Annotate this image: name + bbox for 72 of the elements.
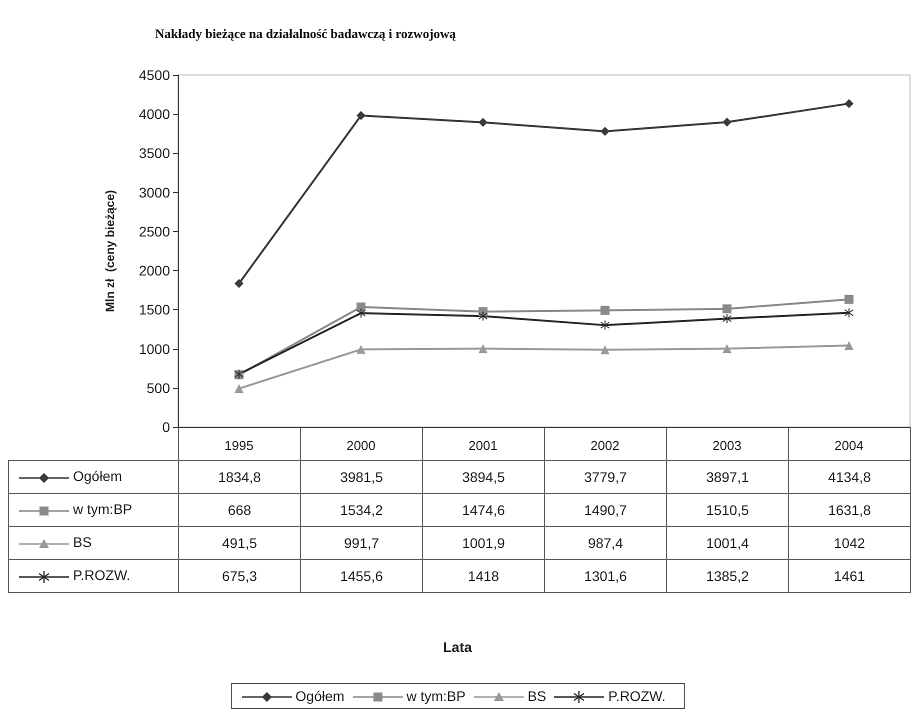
- chart-title: Nakłady bieżące na działalność badawczą i rozwojową: [155, 26, 456, 41]
- x-tick-label: 2002: [590, 438, 620, 453]
- data-label: 1474,6: [422, 493, 544, 526]
- y-tick-label: 3500: [138, 145, 170, 162]
- data-label: 675,3: [178, 559, 300, 592]
- legend-label: w tym:BP: [8, 493, 178, 526]
- point: [478, 118, 488, 127]
- x-tick-label: 2000: [346, 438, 376, 453]
- point: [478, 344, 488, 354]
- x-tick-label: 2004: [834, 438, 864, 453]
- data-label: 668: [178, 493, 300, 526]
- point: [722, 304, 732, 314]
- x-tick-label: 2003: [712, 438, 742, 453]
- legend-label: BS: [8, 526, 178, 559]
- point: [478, 312, 488, 321]
- y-tick-label: 1000: [138, 340, 170, 357]
- data-label: 991,7: [300, 526, 422, 559]
- y-tick-label: 3000: [138, 184, 170, 200]
- point: [234, 384, 244, 394]
- y-tick-label: 500: [146, 380, 170, 396]
- data-label: 1490,7: [544, 493, 666, 526]
- point: [356, 302, 366, 312]
- data-label: 1631,8: [788, 493, 910, 526]
- point: [844, 99, 854, 108]
- text: Ogółem: [295, 688, 344, 704]
- y-tick-label: 4500: [138, 67, 170, 83]
- text: P.ROZW.: [608, 688, 666, 704]
- data-label: 491,5: [178, 526, 300, 559]
- data-label: 1042: [788, 526, 910, 559]
- point: [356, 111, 366, 120]
- y-axis-title: Mln zł (ceny bieżące): [103, 190, 117, 312]
- data-label: 1461: [788, 559, 910, 592]
- point: [844, 294, 854, 304]
- data-label: 1510,5: [666, 493, 788, 526]
- point: [844, 340, 854, 350]
- data-label: 1455,6: [300, 559, 422, 592]
- x-tick-label: 1995: [224, 438, 254, 453]
- data-label: 3779,7: [544, 460, 666, 493]
- point: [356, 308, 366, 318]
- y-tick-label: 4000: [138, 106, 170, 122]
- text: w tym:BP: [406, 688, 466, 704]
- point: [600, 345, 610, 354]
- data-label: 987,4: [544, 526, 666, 559]
- data-label: 1301,6: [544, 559, 666, 592]
- point: [600, 126, 610, 136]
- legend-label: Ogółem: [8, 460, 178, 493]
- x-tick-label: 2001: [468, 438, 498, 453]
- point: [356, 344, 366, 354]
- data-label: 1834,8: [178, 460, 300, 493]
- point: [600, 320, 610, 330]
- data-label: 3894,5: [422, 460, 544, 493]
- data-label: 1534,2: [300, 493, 422, 526]
- data-label: 3981,5: [300, 460, 422, 493]
- point: [722, 314, 732, 324]
- data-label: 3897,1: [666, 460, 788, 493]
- point: [234, 278, 244, 288]
- text: Lata: [443, 639, 472, 655]
- data-label: 1385,2: [666, 559, 788, 592]
- y-tick-label: 2000: [138, 262, 170, 279]
- point: [722, 344, 732, 354]
- y-tick-label: 1500: [138, 302, 170, 318]
- point: [722, 118, 732, 127]
- y-tick-label: 0: [162, 419, 170, 435]
- point: [844, 308, 854, 318]
- point: [600, 306, 610, 315]
- y-tick-label: 2500: [138, 223, 170, 240]
- data-label: 1001,4: [666, 526, 788, 559]
- legend-label: P.ROZW.: [8, 559, 178, 592]
- data-label: 4134,8: [788, 460, 910, 493]
- data-label: 1001,9: [422, 526, 544, 559]
- text: BS: [528, 688, 546, 704]
- data-label: 1418: [422, 559, 544, 592]
